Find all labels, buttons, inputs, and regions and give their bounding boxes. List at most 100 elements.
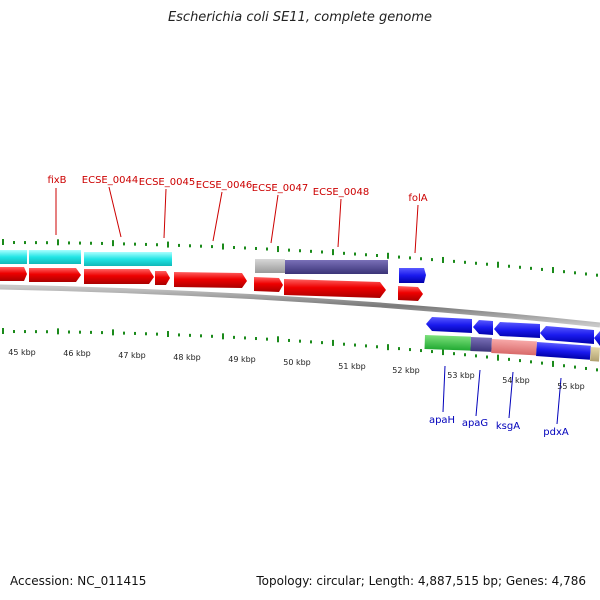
gene-label[interactable]: apaH — [429, 415, 455, 426]
feature-block[interactable] — [424, 335, 471, 351]
tick-mark — [288, 338, 290, 342]
kbp-label: 55 kbp — [557, 382, 585, 391]
tick-mark — [156, 243, 158, 247]
tick-mark — [57, 239, 59, 246]
tick-mark — [233, 245, 235, 249]
tick-mark — [244, 246, 246, 250]
tick-mark — [123, 331, 125, 335]
gene-label[interactable]: ECSE_0045 — [139, 177, 195, 188]
genome-backbone — [0, 284, 600, 328]
tick-mark — [277, 246, 279, 253]
tick-mark — [398, 347, 400, 351]
feature-arrow[interactable] — [0, 267, 27, 281]
tick-mark — [123, 242, 125, 246]
tick-mark — [211, 245, 213, 249]
tick-mark — [244, 336, 246, 340]
feature-block[interactable] — [590, 347, 600, 362]
tick-mark — [563, 364, 565, 368]
feature-arrow[interactable] — [284, 279, 386, 298]
tick-mark — [574, 365, 576, 369]
tick-mark — [541, 267, 543, 271]
tick-mark — [431, 258, 433, 262]
feature-block[interactable] — [285, 260, 388, 274]
tick-mark — [585, 272, 587, 276]
feature-block[interactable] — [84, 252, 172, 266]
gene-label[interactable]: folA — [408, 193, 427, 204]
tick-mark — [266, 337, 268, 341]
tick-mark — [552, 360, 554, 367]
kbp-scale: 45 kbp 46 kbp 47 kbp 48 kbp 49 kbp 50 kb… — [8, 348, 585, 391]
feature-block[interactable] — [29, 250, 81, 264]
tick-mark — [156, 332, 158, 336]
tick-mark — [299, 249, 301, 253]
tick-mark — [233, 335, 235, 339]
tick-mark — [354, 252, 356, 256]
tick-mark — [222, 243, 224, 250]
tick-mark — [343, 342, 345, 346]
kbp-label: 54 kbp — [502, 376, 530, 385]
tick-mark — [178, 333, 180, 337]
kbp-label: 45 kbp — [8, 348, 36, 357]
tick-mark — [420, 257, 422, 261]
feature-block[interactable] — [491, 339, 537, 356]
gene-label[interactable]: ECSE_0044 — [82, 175, 138, 186]
tick-mark — [431, 350, 433, 354]
gene-label[interactable]: ECSE_0048 — [313, 187, 369, 198]
bottom-gene-labels: apaH apaG ksgA pdxA — [429, 415, 569, 438]
kbp-label: 48 kbp — [173, 353, 201, 362]
feature-arrow[interactable] — [254, 277, 283, 292]
tick-mark — [497, 354, 499, 361]
tick-mark — [321, 250, 323, 254]
gene-label[interactable]: ECSE_0046 — [196, 180, 252, 191]
tick-mark — [24, 330, 26, 334]
tick-mark — [2, 239, 4, 246]
tick-mark — [343, 251, 345, 255]
tick-mark — [90, 330, 92, 334]
tick-mark — [46, 330, 48, 334]
tick-mark — [596, 368, 598, 372]
gene-label[interactable]: ECSE_0047 — [252, 183, 308, 194]
feature-arrow[interactable] — [594, 331, 600, 346]
tick-mark — [376, 345, 378, 349]
tick-mark — [90, 241, 92, 245]
tick-mark — [508, 357, 510, 361]
tick-mark — [453, 259, 455, 263]
feature-arrow[interactable] — [426, 317, 472, 333]
tick-mark — [145, 332, 147, 336]
tick-mark — [167, 331, 169, 338]
feature-block[interactable] — [470, 337, 492, 352]
feature-block[interactable] — [255, 259, 285, 273]
feature-block[interactable] — [0, 250, 27, 264]
tick-mark — [365, 253, 367, 257]
gene-label[interactable]: pdxA — [543, 427, 569, 438]
tick-mark — [255, 246, 257, 250]
tick-mark — [178, 243, 180, 247]
gene-label[interactable]: fixB — [47, 175, 66, 186]
tick-mark — [354, 343, 356, 347]
tick-row-upper — [2, 239, 598, 277]
tick-mark — [332, 339, 334, 346]
tick-mark — [35, 241, 37, 245]
feature-arrow[interactable] — [399, 268, 426, 283]
tick-mark — [508, 264, 510, 268]
gene-label[interactable]: apaG — [462, 418, 488, 429]
tick-mark — [464, 353, 466, 357]
tick-mark — [497, 261, 499, 268]
tick-mark — [365, 344, 367, 348]
tick-mark — [211, 334, 213, 338]
feature-arrow[interactable] — [155, 271, 170, 285]
feature-arrow[interactable] — [174, 272, 247, 288]
feature-arrow[interactable] — [398, 286, 423, 301]
tick-mark — [585, 366, 587, 370]
feature-arrow[interactable] — [494, 322, 540, 338]
feature-arrow[interactable] — [473, 320, 493, 335]
feature-block[interactable] — [536, 342, 591, 360]
tick-mark — [387, 252, 389, 259]
feature-arrow[interactable] — [84, 269, 154, 284]
gene-label[interactable]: ksgA — [496, 421, 520, 432]
feature-arrow[interactable] — [29, 268, 81, 282]
tick-mark — [530, 266, 532, 270]
feature-arrow[interactable] — [540, 326, 594, 344]
